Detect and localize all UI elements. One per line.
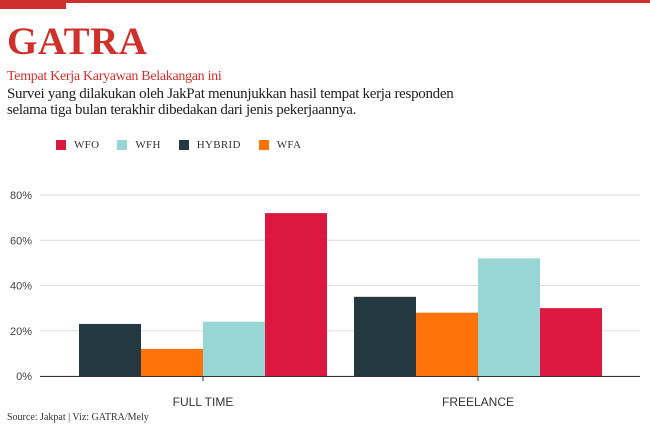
legend-label-wfo: WFO [74, 139, 100, 151]
y-tick-label: 40% [10, 281, 32, 293]
bar-hybrid-full-time [79, 323, 141, 376]
y-tick-label: 60% [10, 235, 32, 247]
bar-wfh-full-time [203, 321, 265, 376]
x-tick-label: FULL TIME [173, 395, 234, 409]
legend-item-hybrid: HYBRID [178, 139, 241, 151]
source-credit: Source: Jakpat | Viz: GATRA/Mely [7, 412, 149, 423]
x-tick-label: FREELANCE [442, 395, 514, 409]
bar-hybrid-freelance [354, 296, 416, 376]
chart-description: Survei yang dilakukan oleh JakPat menunj… [7, 86, 527, 118]
y-tick-label: 80% [10, 190, 32, 202]
y-tick-label: 20% [10, 326, 32, 338]
top-accent-tab [0, 0, 66, 9]
legend-label-wfh: WFH [135, 139, 161, 151]
chart-legend: WFO WFH HYBRID WFA [56, 139, 319, 151]
description-line-1: Survei yang dilakukan oleh JakPat menunj… [7, 86, 454, 102]
legend-swatch-wfo [56, 140, 66, 150]
description-line-2: selama tiga bulan terakhir dibedakan dar… [7, 102, 357, 118]
y-tick-label: 0% [16, 371, 32, 383]
top-accent-rule [0, 0, 650, 3]
bar-wfa-full-time [141, 348, 203, 376]
bar-wfh-freelance [478, 258, 540, 376]
bar-wfa-freelance [416, 312, 478, 376]
legend-label-wfa: WFA [276, 139, 302, 151]
legend-item-wfa: WFA [258, 139, 302, 151]
bar-wfo-freelance [540, 308, 602, 376]
gatra-logo: GATRA [7, 20, 148, 63]
legend-label-hybrid: HYBRID [196, 139, 241, 151]
legend-item-wfo: WFO [56, 139, 99, 151]
legend-swatch-hybrid [178, 140, 189, 150]
bar-wfo-full-time [265, 213, 327, 376]
chart-subtitle: Tempat Kerja Karyawan Belakangan ini [7, 69, 222, 84]
legend-swatch-wfh [117, 140, 128, 150]
legend-swatch-wfa [258, 140, 269, 150]
legend-item-wfh: WFH [117, 139, 160, 151]
